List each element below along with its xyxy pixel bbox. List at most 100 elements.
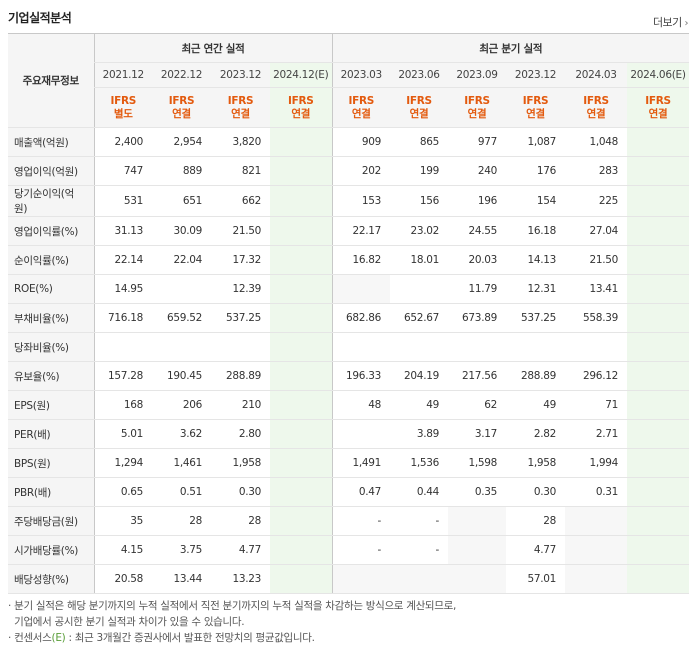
annual-group-header: 최근 연간 실적: [93, 33, 332, 63]
table-cell: 0.47: [331, 477, 390, 507]
table-cell: [331, 419, 390, 449]
table-cell: 202: [331, 156, 390, 186]
table-cell: 30.09: [152, 216, 211, 246]
ifrs-basis: 연결: [351, 107, 371, 120]
ifrs-label: IFRS: [227, 94, 254, 107]
row-label: 영업이익률(%): [8, 216, 94, 246]
row-label: 순이익률(%): [8, 245, 94, 275]
ifrs-label: IFRS: [348, 94, 375, 107]
table-cell: 13.41: [565, 274, 627, 304]
financial-table: 주요재무정보 최근 연간 실적 최근 분기 실적 2021.12 2022.12 2…: [8, 33, 689, 594]
table-cell: 2.80: [211, 419, 270, 449]
table-cell: 531: [93, 185, 152, 217]
table-cell: [448, 535, 506, 565]
table-cell: 1,598: [448, 448, 506, 478]
table-cell: [270, 245, 332, 275]
ifrs-header: IFRS 연결: [506, 87, 565, 128]
table-cell: 3.89: [390, 419, 448, 449]
table-cell: [270, 448, 332, 478]
table-cell: [93, 332, 152, 362]
table-cell: [331, 274, 390, 304]
table-cell: 71: [565, 390, 627, 420]
table-cell: 821: [211, 156, 270, 186]
table-cell: -: [390, 535, 448, 565]
section-title: 기업실적분석: [8, 11, 72, 25]
row-label: 유보율(%): [8, 361, 94, 391]
table-cell: 35: [93, 506, 152, 536]
table-cell: -: [331, 535, 390, 565]
table-cell: 21.50: [565, 245, 627, 275]
table-cell: 16.18: [506, 216, 565, 246]
table-cell: 20.03: [448, 245, 506, 275]
more-link[interactable]: 더보기 ›: [652, 14, 689, 30]
table-cell: [270, 419, 332, 449]
table-cell: 1,048: [565, 127, 627, 157]
table-cell: 3.17: [448, 419, 506, 449]
ifrs-basis: 연결: [467, 107, 487, 120]
ifrs-basis: 연결: [231, 107, 250, 120]
table-cell: [627, 332, 689, 362]
ifrs-label: IFRS: [406, 94, 432, 107]
table-cell: 176: [506, 156, 565, 186]
table-cell: 0.51: [152, 477, 211, 507]
table-cell: [270, 127, 332, 157]
table-cell: 20.58: [93, 564, 152, 594]
table-cell: 288.89: [211, 361, 270, 391]
table-cell: 48: [331, 390, 390, 420]
table-cell: [565, 332, 627, 362]
table-cell: 5.01: [93, 419, 152, 449]
table-cell: 16.82: [331, 245, 390, 275]
table-cell: 2,400: [93, 127, 152, 157]
table-cell: [627, 156, 689, 186]
table-cell: 682.86: [331, 303, 390, 333]
table-cell: 199: [390, 156, 448, 186]
table-cell: 11.79: [448, 274, 506, 304]
ifrs-header: IFRS 연결: [448, 87, 506, 128]
row-label: EPS(원): [8, 390, 94, 420]
table-cell: 156: [390, 185, 448, 217]
table-row: 시가배당률(%) 4.15 3.75 4.77- -4.77: [8, 535, 689, 565]
table-cell: 4.77: [211, 535, 270, 565]
row-label: 당기순이익(억원): [8, 185, 94, 217]
table-cell: [565, 564, 627, 594]
ifrs-basis: 연결: [172, 107, 191, 120]
period-header: 2023.12: [211, 62, 270, 88]
table-cell: 49: [506, 390, 565, 420]
row-label: 배당성향(%): [8, 564, 94, 594]
table-cell: 283: [565, 156, 627, 186]
table-cell: [270, 332, 332, 362]
table-row: EPS(원) 168 206 210 48 49 62 49 71: [8, 390, 689, 420]
table-cell: 3,820: [211, 127, 270, 157]
table-cell: 3.62: [152, 419, 211, 449]
note-1: · 분기 실적은 해당 분기까지의 누적 실적에서 직전 분기까지의 누적 실적…: [8, 600, 457, 612]
table-cell: 49: [390, 390, 448, 420]
table-cell: 0.30: [506, 477, 565, 507]
table-cell: [627, 419, 689, 449]
table-cell: [390, 332, 448, 362]
table-cell: 2.82: [506, 419, 565, 449]
table-cell: [211, 332, 270, 362]
table-row: PER(배) 5.01 3.62 2.80 3.89 3.17 2.82 2.71: [8, 419, 689, 449]
ifrs-header: IFRS 연결: [390, 87, 448, 128]
table-cell: 62: [448, 390, 506, 420]
ifrs-basis: 연결: [291, 107, 311, 120]
row-label: 부채비율(%): [8, 303, 94, 333]
table-cell: [270, 564, 332, 594]
row-label: 영업이익(억원): [8, 156, 94, 186]
table-cell: 22.04: [152, 245, 211, 275]
table-cell: -: [331, 506, 390, 536]
table-row: 매출액(억원) 2,400 2,954 3,820 909 865 977 1,087 1,04…: [8, 127, 689, 157]
table-cell: 12.39: [211, 274, 270, 304]
ifrs-header: IFRS 연결: [565, 87, 627, 128]
table-cell: 22.14: [93, 245, 152, 275]
row-label: BPS(원): [8, 448, 94, 478]
ifrs-basis: 연결: [526, 107, 545, 120]
more-label: 더보기: [652, 16, 682, 29]
table-row: 당기순이익(억원) 531 651 662 153 156 196 154 225: [8, 185, 689, 217]
period-header: 2023.03: [331, 62, 390, 88]
table-cell: 31.13: [93, 216, 152, 246]
table-cell: 153: [331, 185, 390, 217]
table-cell: [565, 506, 627, 536]
row-label: PER(배): [8, 419, 94, 449]
table-cell: 1,461: [152, 448, 211, 478]
